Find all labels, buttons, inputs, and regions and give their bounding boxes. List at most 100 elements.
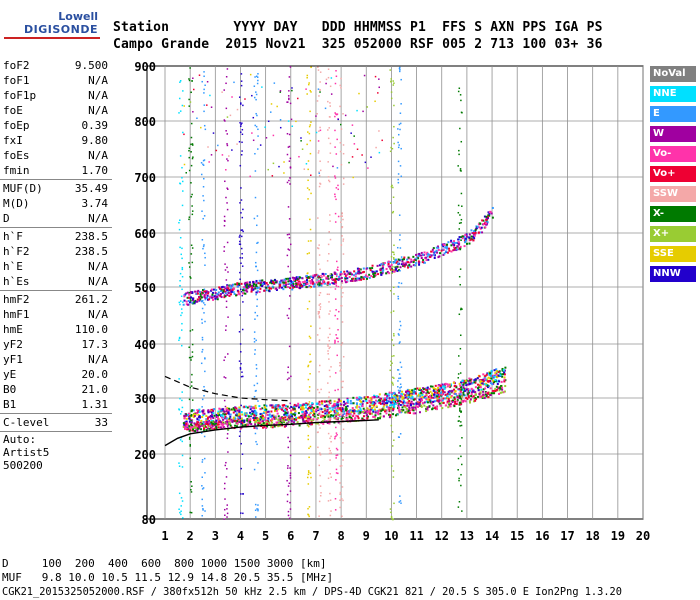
interference-dot — [308, 188, 311, 191]
echo-dot — [238, 417, 241, 420]
echo-dot — [382, 408, 385, 411]
interference-dot — [191, 343, 194, 346]
echo-dot — [215, 419, 218, 422]
echo-dot — [274, 279, 277, 282]
echo-dot — [398, 259, 401, 262]
echo-dot — [196, 424, 199, 427]
echo-dot — [279, 416, 282, 419]
interference-dot — [204, 370, 206, 373]
echo-dot — [328, 422, 331, 425]
interference-dot — [399, 495, 401, 497]
interference-dot — [288, 249, 291, 251]
echo-dot — [437, 248, 440, 251]
interference-dot — [459, 169, 462, 172]
footer-muf-line: MUF 9.8 10.0 10.5 11.5 12.9 14.8 20.5 35… — [2, 571, 334, 584]
echo-dot — [408, 394, 411, 397]
echo-dot — [373, 394, 376, 397]
interference-dot — [390, 465, 393, 467]
echo-dot — [407, 266, 410, 269]
echo-dot — [468, 233, 471, 236]
echo-dot — [226, 285, 229, 288]
echo-dot — [346, 405, 349, 408]
echo-dot — [425, 406, 428, 409]
echo-dot — [374, 410, 377, 413]
scatter-dot — [278, 165, 280, 168]
echo-dot — [371, 270, 374, 273]
echo-dot — [503, 371, 506, 374]
echo-dot — [228, 417, 231, 420]
echo-dot — [343, 412, 346, 415]
echo-dot — [221, 291, 224, 294]
echo-dot — [474, 231, 477, 234]
echo-dot — [289, 282, 292, 285]
interference-dot — [241, 252, 243, 255]
echo-dot — [459, 384, 462, 387]
echo-dot — [366, 275, 369, 278]
interference-dot — [239, 278, 241, 280]
echo-dot — [277, 415, 280, 418]
echo-dot — [385, 405, 388, 408]
echo-dot — [498, 392, 501, 395]
echo-dot — [467, 380, 470, 383]
echo-dot — [205, 293, 208, 296]
echo-dot — [333, 272, 336, 275]
echo-dot — [372, 409, 375, 412]
scatter-dot — [272, 162, 275, 165]
echo-dot — [487, 391, 490, 394]
echo-dot — [498, 380, 501, 383]
interference-dot — [340, 215, 342, 217]
echo-dot — [313, 283, 316, 286]
echo-dot — [191, 414, 194, 417]
echo-dot — [488, 385, 491, 388]
interference-dot — [319, 268, 321, 271]
echo-dot — [480, 382, 483, 385]
scatter-dot — [301, 148, 304, 150]
echo-dot — [269, 415, 272, 418]
interference-dot — [227, 159, 229, 162]
interference-dot — [306, 187, 309, 189]
interference-dot — [399, 361, 402, 364]
scatter-dot — [336, 167, 339, 169]
interference-dot — [458, 420, 460, 422]
echo-dot — [207, 292, 210, 295]
interference-dot — [307, 364, 310, 367]
interference-dot — [192, 144, 194, 146]
echo-dot — [461, 400, 464, 403]
interference-dot — [191, 247, 194, 249]
echo-dot — [284, 281, 287, 284]
interference-dot — [189, 445, 191, 447]
interference-dot — [223, 89, 225, 91]
echo-dot — [423, 387, 426, 390]
interference-dot — [179, 81, 181, 83]
echo-dot — [216, 296, 219, 299]
echo-dot — [329, 410, 332, 413]
echo-dot — [435, 405, 438, 408]
echo-dot — [202, 409, 205, 412]
interference-dot — [225, 130, 227, 132]
interference-dot — [339, 105, 341, 108]
echo-dot — [400, 263, 403, 266]
echo-dot — [421, 393, 424, 396]
scatter-dot — [215, 149, 218, 152]
interference-dot — [389, 369, 391, 372]
echo-dot — [487, 392, 490, 395]
interference-dot — [240, 199, 243, 201]
interference-dot — [202, 164, 205, 166]
interference-dot — [341, 321, 344, 323]
echo-dot — [437, 384, 440, 387]
interference-dot — [180, 505, 182, 507]
echo-dot — [423, 404, 426, 407]
legend-item-nnw: NNW — [650, 266, 696, 282]
interference-dot — [201, 459, 204, 461]
scatter-dot — [310, 174, 312, 176]
interference-dot — [240, 247, 243, 250]
echo-dot — [331, 277, 334, 280]
interference-dot — [318, 424, 320, 426]
interference-dot — [393, 334, 395, 337]
echo-dot — [464, 233, 467, 236]
echo-dot — [348, 413, 351, 416]
echo-dot — [191, 298, 194, 301]
echo-dot — [432, 387, 435, 390]
echo-dot — [323, 420, 326, 423]
echo-dot — [215, 288, 218, 291]
